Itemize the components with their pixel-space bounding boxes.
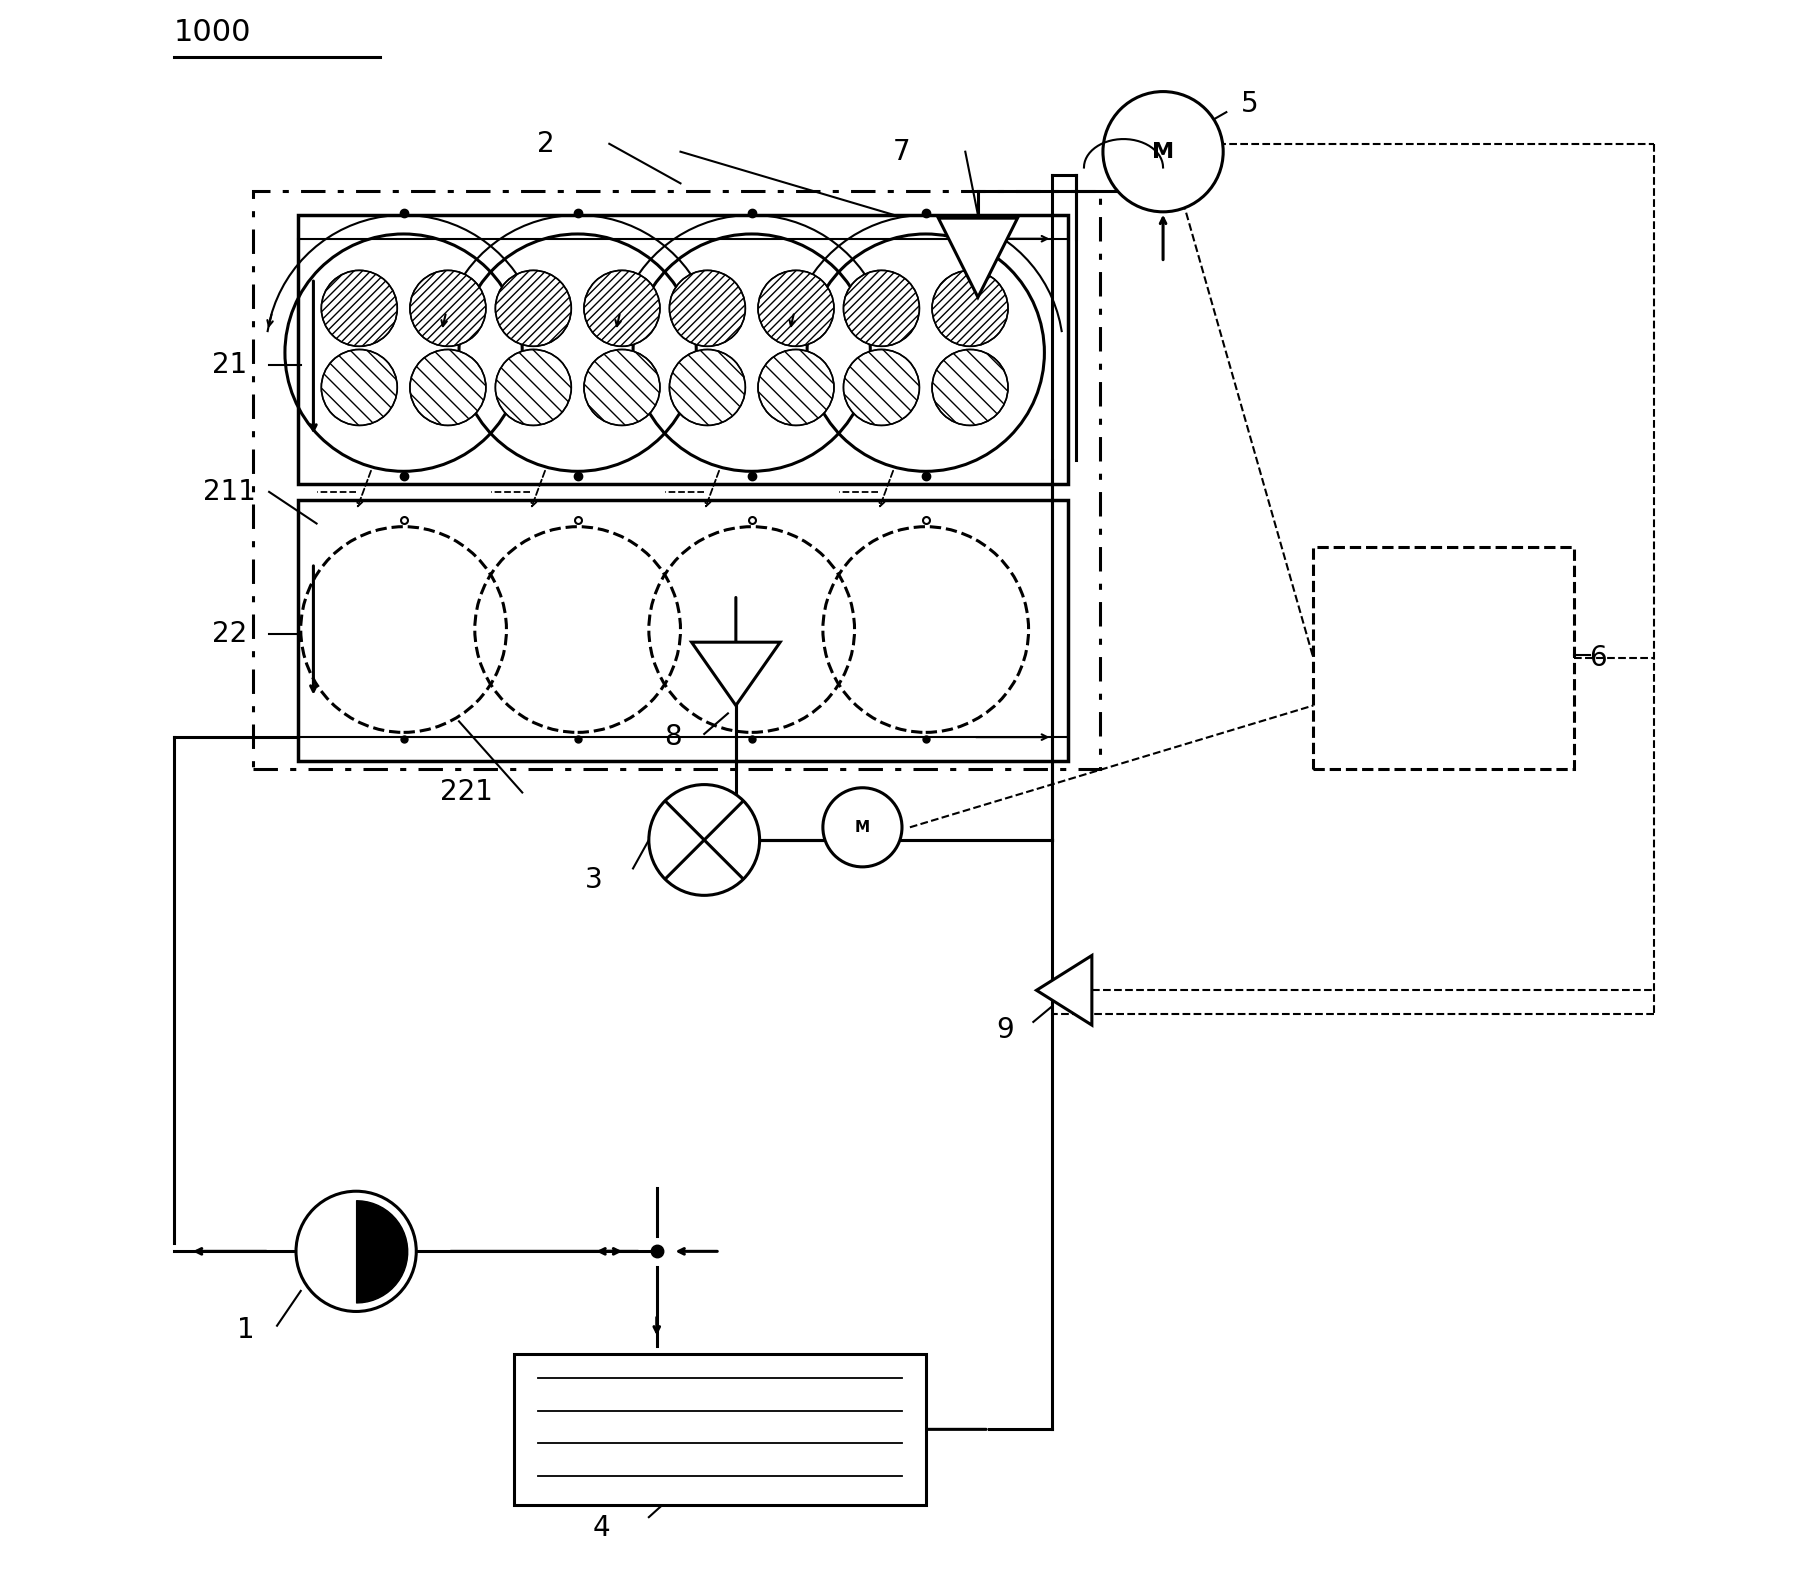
- Circle shape: [649, 785, 759, 896]
- Circle shape: [321, 349, 397, 425]
- Circle shape: [584, 349, 660, 425]
- Text: 3: 3: [584, 865, 603, 894]
- Text: 22: 22: [211, 620, 247, 648]
- Circle shape: [758, 271, 833, 346]
- Bar: [514, 1354, 925, 1504]
- Circle shape: [410, 271, 485, 346]
- Text: 5: 5: [1241, 90, 1259, 119]
- Circle shape: [496, 271, 572, 346]
- Circle shape: [296, 1192, 417, 1311]
- Circle shape: [669, 349, 745, 425]
- Text: 8: 8: [664, 723, 682, 751]
- Circle shape: [844, 271, 920, 346]
- Circle shape: [1102, 92, 1223, 212]
- Text: 7: 7: [893, 138, 911, 166]
- Text: 1000: 1000: [175, 17, 253, 48]
- Text: 1: 1: [236, 1317, 254, 1344]
- Circle shape: [496, 349, 572, 425]
- Text: 9: 9: [996, 1016, 1014, 1045]
- Circle shape: [669, 271, 745, 346]
- Polygon shape: [691, 642, 779, 705]
- Circle shape: [933, 271, 1008, 346]
- Text: 21: 21: [211, 352, 247, 379]
- Text: 6: 6: [1589, 644, 1607, 672]
- Circle shape: [410, 349, 485, 425]
- Circle shape: [321, 271, 397, 346]
- Text: 221: 221: [440, 778, 492, 807]
- Circle shape: [584, 271, 660, 346]
- Text: M: M: [855, 819, 870, 835]
- Circle shape: [933, 349, 1008, 425]
- Polygon shape: [1037, 956, 1091, 1025]
- Circle shape: [758, 349, 833, 425]
- Text: 2: 2: [538, 130, 556, 158]
- Polygon shape: [938, 219, 1017, 298]
- Circle shape: [844, 349, 920, 425]
- Circle shape: [823, 788, 902, 867]
- Text: 4: 4: [592, 1514, 610, 1542]
- Text: 211: 211: [204, 479, 256, 506]
- Text: M: M: [1153, 141, 1174, 162]
